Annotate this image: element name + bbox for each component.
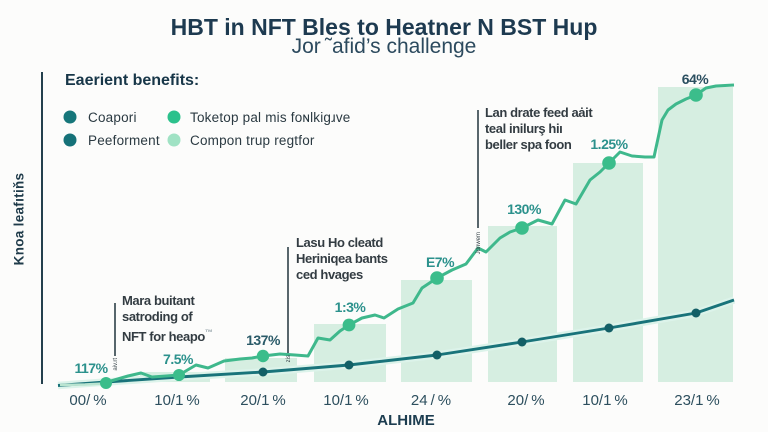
svg-text:zis: zis xyxy=(286,355,292,362)
svg-text:aiv.rt: aiv.rt xyxy=(113,358,119,371)
svg-text:Knoa leafıtiňs: Knoa leafıtiňs xyxy=(12,173,27,266)
svg-text:Jdnwem: Jdnwem xyxy=(476,232,482,254)
